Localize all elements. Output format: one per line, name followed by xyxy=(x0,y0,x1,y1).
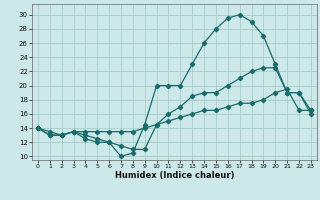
X-axis label: Humidex (Indice chaleur): Humidex (Indice chaleur) xyxy=(115,171,234,180)
